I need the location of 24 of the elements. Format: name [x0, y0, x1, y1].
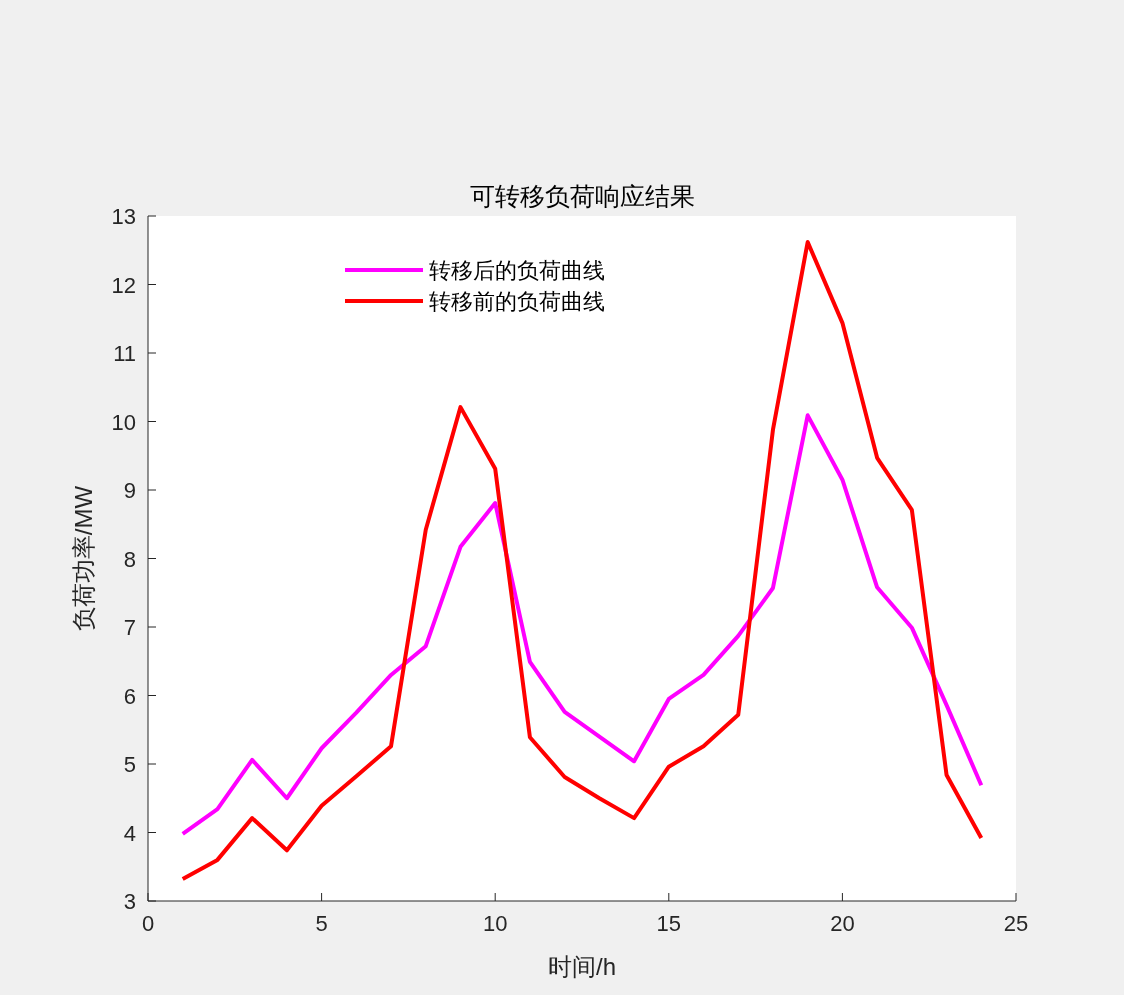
x-tick-label: 25 — [1003, 911, 1029, 936]
y-tick-label: 5 — [123, 752, 136, 777]
y-tick-label: 11 — [113, 341, 136, 366]
y-tick-label: 4 — [123, 820, 136, 846]
x-tick-label: 5 — [315, 911, 328, 936]
y-axis-title: 负荷功率/MW — [70, 485, 97, 632]
legend-label: 转移后的负荷曲线 — [429, 258, 605, 283]
y-tick-label: 13 — [111, 204, 136, 229]
x-tick-label: 0 — [141, 911, 155, 936]
x-tick-label: 20 — [830, 911, 855, 936]
line-series — [180, 413, 984, 836]
y-tick-label: 3 — [123, 889, 136, 914]
y-tick-label: 7 — [123, 615, 136, 640]
chart-title: 可转移负荷响应结果 — [469, 183, 695, 210]
y-tick-label: 6 — [123, 683, 136, 709]
line-series — [180, 240, 984, 882]
y-tick-label: 9 — [123, 478, 136, 503]
y-tick-label: 10 — [111, 409, 136, 435]
x-tick-label: 10 — [482, 911, 508, 936]
y-tick-label: 8 — [123, 546, 136, 572]
x-axis-title: 时间/h — [547, 953, 617, 980]
legend-label: 转移前的负荷曲线 — [429, 289, 605, 314]
y-tick-label: 12 — [111, 272, 136, 298]
x-tick-label: 15 — [656, 911, 682, 936]
